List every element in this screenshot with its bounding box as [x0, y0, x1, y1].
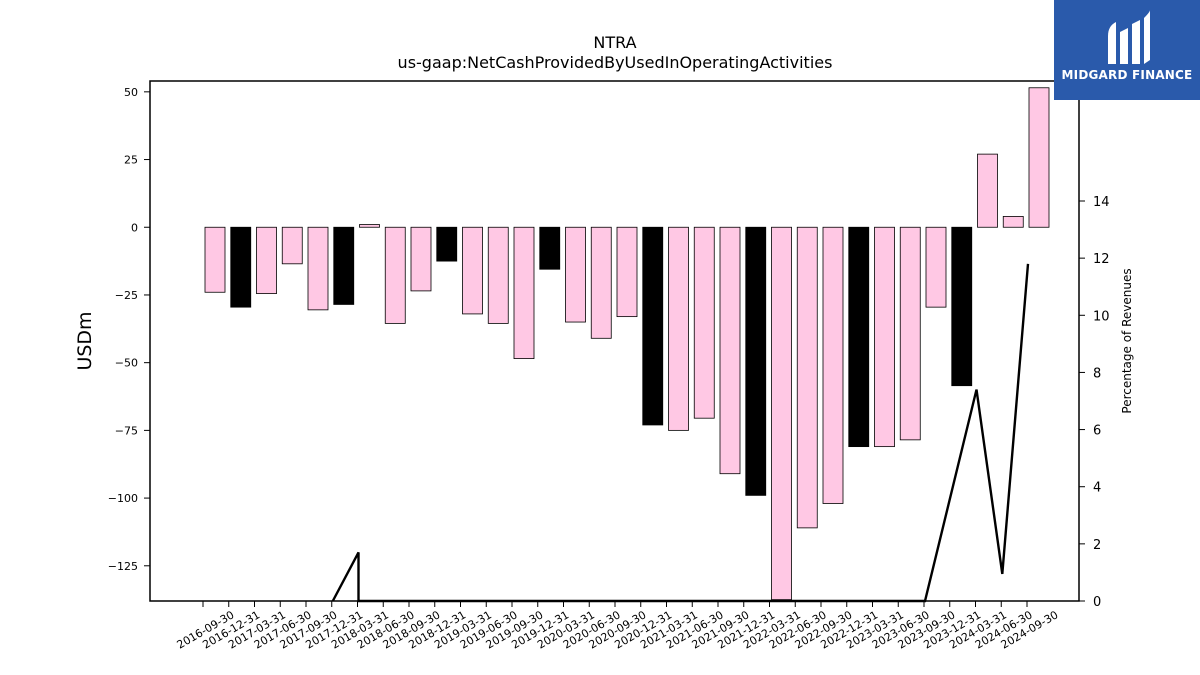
- bar-2017-12-31: [333, 226, 355, 305]
- y2-tick-label: 14: [1093, 195, 1110, 210]
- bar-2023-03-31: [874, 226, 895, 448]
- y2-tick-label: 10: [1093, 309, 1110, 324]
- bar-2022-03-31: [771, 226, 792, 601]
- bar-2024-06-30: [1002, 216, 1024, 228]
- y-tick-label: 0: [131, 221, 138, 234]
- x-axis: 2016-09-302016-12-312017-03-312017-06-30…: [175, 601, 1061, 652]
- bar-2022-06-30: [796, 226, 818, 529]
- bar-2023-09-30: [925, 226, 947, 308]
- y2-tick-label: 6: [1093, 424, 1101, 439]
- bar-2017-09-30: [307, 226, 329, 311]
- y2-tick-label: 4: [1093, 481, 1101, 496]
- bar-2016-12-31: [230, 226, 252, 308]
- y2-tick-label: 2: [1093, 538, 1101, 553]
- bar-2022-12-31: [848, 226, 870, 448]
- y-tick-label: −50: [115, 357, 138, 370]
- chart-subtitle: us-gaap:NetCashProvidedByUsedInOperating…: [398, 53, 833, 72]
- bar-2020-12-31: [642, 226, 664, 426]
- bar-2020-06-30: [590, 226, 612, 339]
- y-tick-label: −75: [115, 424, 138, 437]
- y-tick-label: −100: [108, 492, 138, 505]
- bar-2019-09-30: [513, 226, 535, 360]
- y-tick-label: −25: [115, 289, 138, 302]
- bar-2018-06-30: [384, 226, 406, 324]
- bar-2021-03-31: [668, 226, 689, 431]
- y2-axis-label: Percentage of Revenues: [1120, 268, 1134, 413]
- y-axis: 50 25 0 −25 −50 −75 −100 −125: [108, 86, 150, 573]
- bar-2019-06-30: [487, 226, 509, 324]
- y-axis-label: USDm: [74, 311, 96, 370]
- y2-tick-label: 8: [1093, 366, 1101, 381]
- bar-2016-09-30: [204, 226, 226, 293]
- bar-2021-09-30: [719, 226, 741, 475]
- y-tick-label: −125: [108, 560, 138, 573]
- bar-2022-09-30: [822, 226, 844, 504]
- bar-2018-09-30: [410, 226, 432, 292]
- bar-2017-03-31: [256, 226, 277, 295]
- bar-2023-06-30: [899, 226, 921, 441]
- brand-name: MIDGARD FINANCE: [1061, 68, 1193, 82]
- plot-frame: [149, 80, 1080, 602]
- brand-mark-icon: [1054, 0, 1200, 100]
- bars-group: [204, 87, 1050, 601]
- brand-logo: MIDGARD FINANCE: [1054, 0, 1200, 100]
- bar-2019-03-31: [462, 226, 483, 315]
- chart-title: NTRA: [593, 33, 636, 52]
- y-tick-label: 50: [124, 86, 138, 99]
- y2-tick-label: 12: [1093, 252, 1110, 267]
- bar-2024-09-30: [1028, 87, 1050, 228]
- bar-2024-03-31: [977, 153, 998, 228]
- y-tick-label: 25: [124, 154, 138, 167]
- bar-2021-12-31: [745, 226, 767, 496]
- y2-axis: 0 2 4 6 8 10 12 14: [1079, 195, 1110, 610]
- bar-2020-09-30: [616, 226, 638, 318]
- bar-2023-12-31: [951, 226, 973, 387]
- bar-2018-12-31: [436, 226, 458, 262]
- y2-tick-label: 0: [1093, 595, 1101, 610]
- bar-2020-03-31: [565, 226, 586, 323]
- bar-2017-06-30: [281, 226, 303, 265]
- bar-2019-12-31: [539, 226, 561, 270]
- bar-2021-06-30: [693, 226, 715, 419]
- bar-2018-03-31: [359, 224, 380, 228]
